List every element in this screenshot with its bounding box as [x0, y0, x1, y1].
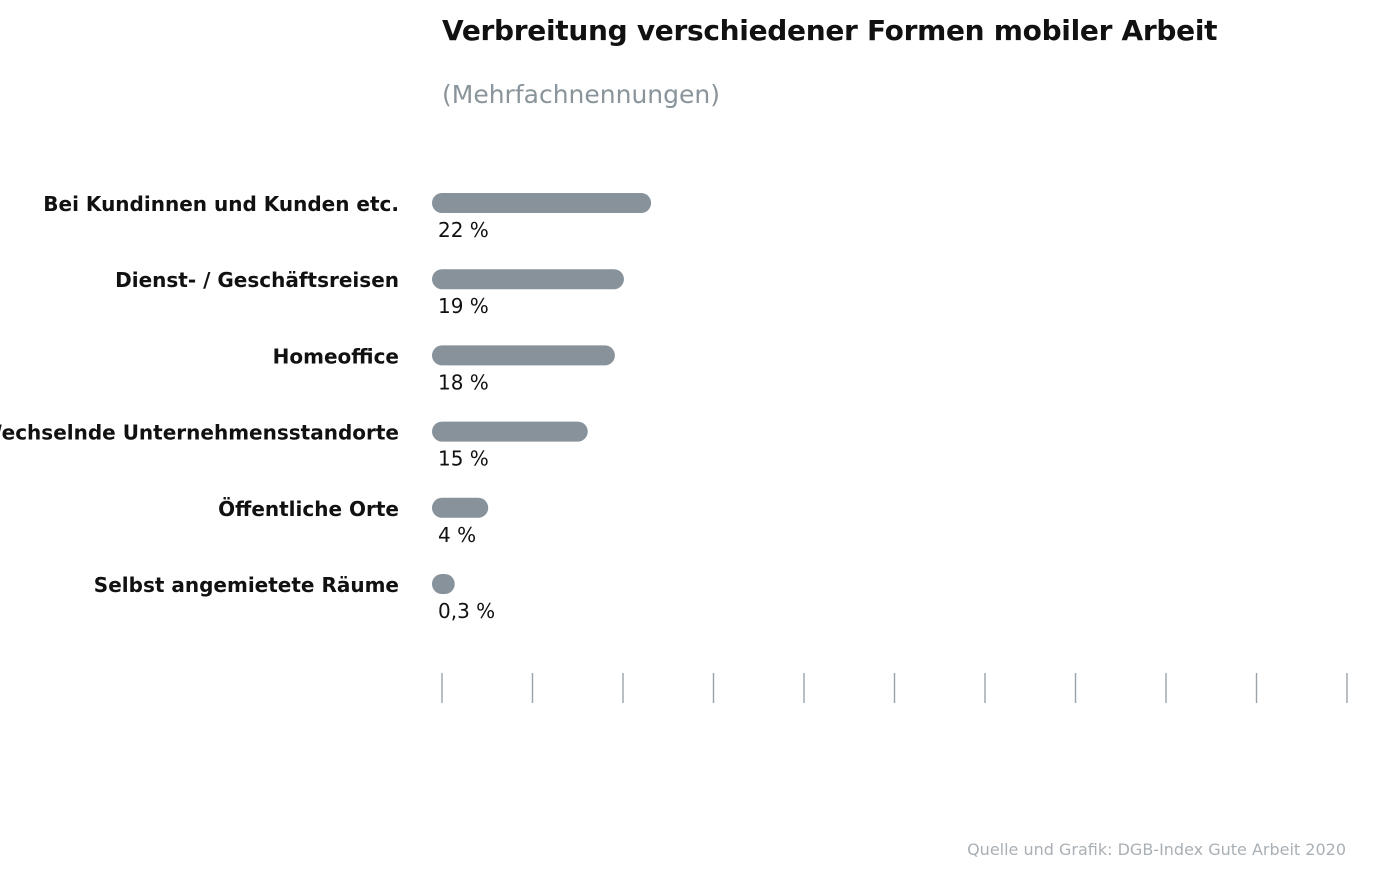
source-note: Quelle und Grafik: DGB-Index Gute Arbeit… [967, 840, 1346, 859]
value-label: 19 % [438, 294, 489, 318]
chart-subtitle: (Mehrfachnennungen) [442, 80, 720, 109]
value-label: 15 % [438, 447, 489, 471]
bars-group: Bei Kundinnen und Kunden etc. 22 % Dienst-… [0, 192, 652, 623]
value-label: 4 % [438, 523, 476, 547]
category-label: Dienst- / Geschäftsreisen [115, 268, 399, 292]
bar [432, 497, 489, 518]
bar [432, 193, 652, 213]
category-label: Öffentliche Orte [218, 497, 399, 521]
bar [432, 269, 624, 290]
value-label: 0,3 % [438, 599, 495, 623]
axis-ticks [441, 673, 1348, 703]
category-label: Selbst angemietete Räume [94, 573, 399, 597]
value-label: 22 % [438, 218, 489, 242]
bar [432, 574, 455, 594]
chart-title: Verbreitung verschiedener Formen mobiler… [442, 14, 1218, 47]
category-label: Bei Kundinnen und Kunden etc. [43, 192, 399, 216]
value-label: 18 % [438, 370, 489, 394]
category-label: Wechselnde Unternehmensstandorte [0, 421, 399, 445]
category-label: Homeoffice [273, 344, 399, 368]
bar [432, 421, 588, 442]
bar [432, 345, 615, 366]
